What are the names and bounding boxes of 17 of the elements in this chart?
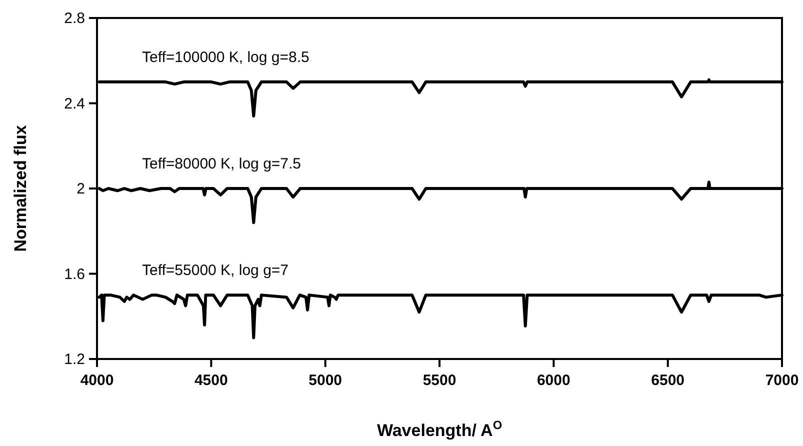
x-tick-label: 4500 xyxy=(194,372,228,389)
x-axis-title: Wavelength/ A$^{O}$ xyxy=(376,418,502,440)
annotation: Teff=55000 K, log g=7 xyxy=(142,262,289,280)
x-tick-label: 6000 xyxy=(536,372,570,389)
y-tick-label: 2.8 xyxy=(64,10,85,27)
y-axis-title: Normalized flux xyxy=(11,124,30,252)
annotation: Teff=100000 K, log g=8.5 xyxy=(142,48,310,66)
x-tick-label: 7000 xyxy=(765,372,799,389)
x-tick-label: 5500 xyxy=(422,372,456,389)
x-tick-label: 5000 xyxy=(308,372,342,389)
annotation: Teff=80000 K, log g=7.5 xyxy=(142,156,302,172)
y-tick-label: 1.2 xyxy=(64,351,85,368)
x-tick-label: 4000 xyxy=(80,372,114,389)
y-tick-label: 2 xyxy=(76,180,85,198)
y-tick-label: 1.6 xyxy=(64,266,85,283)
y-tick-label: 2.4 xyxy=(64,95,85,112)
x-tick-label: 6500 xyxy=(651,372,685,389)
